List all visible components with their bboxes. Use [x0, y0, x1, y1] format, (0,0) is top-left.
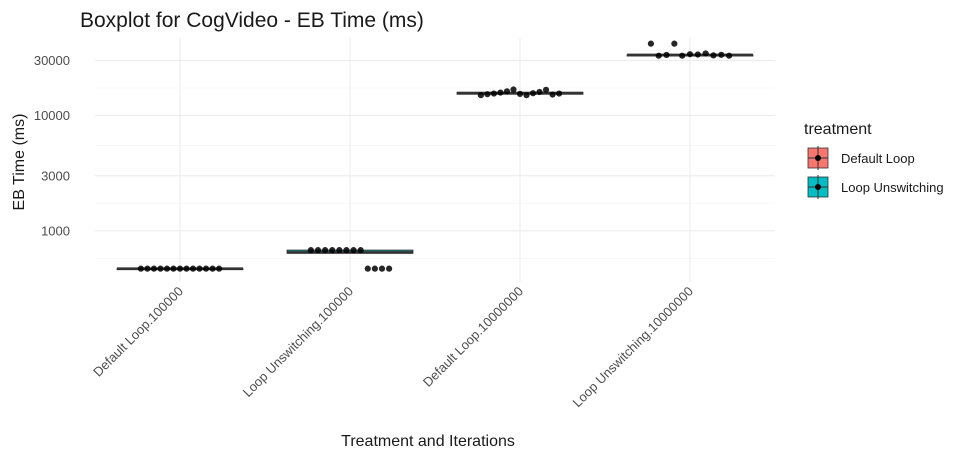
data-point: [710, 52, 717, 59]
x-tick-label: Default Loop.10000000: [420, 284, 526, 390]
legend-key-point: [815, 155, 821, 161]
data-point: [549, 91, 556, 98]
data-point: [378, 265, 386, 272]
data-point: [163, 265, 171, 272]
data-point: [314, 247, 322, 254]
data-point: [477, 92, 484, 99]
data-point: [686, 51, 694, 58]
data-point: [497, 89, 504, 96]
data-point: [350, 247, 357, 254]
data-point: [510, 86, 517, 93]
data-point: [647, 40, 655, 47]
data-point: [189, 265, 197, 272]
y-tick-label: 1000: [41, 223, 70, 238]
data-point: [216, 265, 223, 272]
y-tick-label: 3000: [41, 168, 70, 183]
data-point: [529, 90, 537, 97]
data-point: [484, 91, 491, 98]
data-point: [655, 52, 662, 59]
data-point: [209, 265, 216, 272]
data-point: [663, 51, 670, 59]
data-point: [371, 265, 378, 272]
data-point: [170, 265, 177, 272]
data-point: [307, 247, 314, 254]
data-point: [679, 52, 686, 59]
x-tick-label: Default Loop.100000: [90, 284, 186, 380]
data-point: [336, 247, 343, 254]
data-point: [386, 265, 393, 272]
data-point: [137, 265, 144, 272]
data-point: [671, 40, 678, 47]
y-tick-label: 10000: [34, 108, 70, 123]
data-point: [516, 90, 524, 97]
legend-title: treatment: [804, 121, 872, 138]
x-tick-label: Loop Unswitching.10000000: [569, 284, 696, 411]
chart-title: Boxplot for CogVideo - EB Time (ms): [80, 9, 424, 32]
data-point: [144, 265, 151, 272]
data-point: [196, 265, 203, 272]
data-point: [556, 90, 563, 97]
legend: Default Loop Loop Unswitching: [807, 146, 944, 199]
data-point: [536, 88, 543, 96]
y-tick-label: 30000: [34, 53, 70, 68]
data-point: [150, 265, 158, 272]
data-point: [157, 265, 164, 272]
x-tick-label: Loop Unswitching.100000: [240, 284, 356, 400]
legend-label: Default Loop: [841, 151, 915, 166]
plot-area: 1000 3000 10000 30000 Default Loop.100000 Loo…: [34, 38, 775, 410]
data-point: [176, 265, 184, 272]
data-point: [364, 265, 371, 272]
data-point: [726, 52, 733, 59]
data-point: [542, 86, 550, 93]
data-point: [183, 265, 190, 272]
x-axis-title: Treatment and Iterations: [341, 433, 515, 450]
data-point: [357, 247, 364, 254]
data-point: [343, 247, 350, 254]
data-point: [694, 51, 701, 58]
data-point: [490, 90, 498, 97]
data-point: [202, 265, 210, 272]
data-point: [702, 50, 709, 57]
data-point: [718, 51, 725, 58]
legend-key-point: [815, 184, 821, 190]
y-axis-title: EB Time (ms): [11, 114, 28, 211]
data-point: [523, 92, 530, 99]
legend-label: Loop Unswitching: [841, 180, 944, 195]
data-point: [503, 88, 511, 95]
data-point: [329, 247, 336, 254]
data-point: [322, 247, 329, 254]
